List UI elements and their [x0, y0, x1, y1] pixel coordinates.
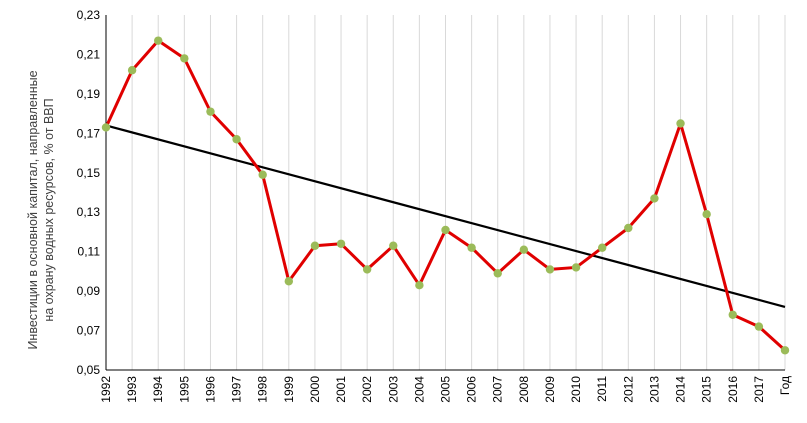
- data-point: [415, 280, 424, 290]
- data-point: [702, 209, 711, 219]
- x-tick-label: 2005: [439, 376, 453, 403]
- x-tick-label: 2016: [726, 376, 740, 403]
- data-point: [545, 265, 555, 274]
- y-tick-label: 0,19: [77, 87, 101, 101]
- data-point: [206, 107, 215, 116]
- y-axis-title: Инвестиции в основной капитал, направлен…: [26, 70, 56, 349]
- data-points: [101, 36, 790, 355]
- data-point: [493, 269, 502, 278]
- x-tick-label: 2008: [517, 376, 531, 403]
- x-tick-label: 2004: [412, 376, 426, 403]
- x-tick-label: 1997: [230, 376, 244, 403]
- y-tick-label: 0,09: [77, 284, 101, 298]
- x-tick-label: 1993: [125, 376, 139, 403]
- data-point: [780, 346, 790, 355]
- x-tick-label: 2010: [569, 376, 583, 403]
- data-point: [467, 243, 476, 252]
- data-point: [154, 36, 163, 45]
- trendline-linear: [105, 124, 786, 308]
- data-point: [624, 223, 633, 233]
- y-tick-label: 0,15: [77, 166, 101, 180]
- y-tick-label: 0,05: [77, 363, 101, 377]
- x-tick-label: Год: [778, 376, 792, 395]
- x-tick-label: 1996: [203, 376, 217, 403]
- data-point: [336, 239, 346, 248]
- data-point: [180, 54, 189, 63]
- x-tick-label: 1994: [151, 376, 165, 403]
- x-tick-label: 1995: [177, 376, 191, 403]
- trendline: [105, 124, 786, 308]
- data-point: [127, 66, 137, 75]
- x-tick-label: 2009: [543, 376, 557, 403]
- data-point: [571, 263, 581, 272]
- data-point: [232, 135, 241, 144]
- x-tick-label: 2007: [491, 376, 505, 403]
- y-axis-title-line-2: на охрану водных ресурсов, % от ВВП: [42, 98, 56, 321]
- y-tick-label: 0,11: [78, 245, 101, 259]
- x-tick-label: 2013: [647, 376, 661, 403]
- data-point: [519, 245, 529, 254]
- x-tick-label: 2014: [674, 376, 688, 403]
- x-tick-label: 2000: [308, 376, 322, 403]
- data-point: [362, 265, 372, 274]
- data-point: [310, 241, 320, 250]
- x-tick-label: 2002: [360, 376, 374, 403]
- x-tick-label: 1998: [256, 376, 270, 403]
- y-tick-label: 0,07: [77, 324, 101, 338]
- vertical-gridlines: [131, 15, 786, 370]
- x-tick-label: 1999: [282, 376, 296, 403]
- x-tick-label: 2001: [334, 376, 348, 403]
- y-tick-label: 0,21: [77, 47, 101, 61]
- data-point: [728, 310, 737, 319]
- data-point: [258, 170, 267, 179]
- x-tick-label: 2015: [700, 376, 714, 403]
- data-point: [101, 123, 111, 132]
- y-tick-label: 0,23: [77, 8, 101, 22]
- data-point: [441, 225, 450, 235]
- y-axis-ticks: 0,05 0,07 0,09 0,11 0,13 0,15 0,17 0,19 0,21 0,23: [77, 8, 101, 377]
- data-point: [597, 243, 607, 252]
- x-tick-label: 2017: [752, 376, 766, 403]
- data-point: [389, 241, 398, 250]
- data-point: [284, 277, 294, 286]
- y-tick-label: 0,13: [77, 205, 101, 219]
- data-point: [754, 322, 764, 331]
- axes: [105, 15, 785, 371]
- x-tick-label: 1992: [99, 376, 113, 403]
- x-axis-ticks: 1992 1993 1994 1995 1996 1997 1998 1999 2000 2001…: [99, 376, 792, 403]
- data-point: [676, 119, 685, 128]
- x-tick-label: 2003: [386, 376, 400, 403]
- x-tick-label: 2011: [595, 376, 609, 402]
- y-tick-label: 0,17: [77, 126, 101, 140]
- x-tick-label: 2006: [465, 376, 479, 403]
- y-axis-title-line-1: Инвестиции в основной капитал, направлен…: [26, 70, 40, 349]
- data-point: [650, 194, 659, 203]
- x-tick-label: 2012: [621, 376, 635, 403]
